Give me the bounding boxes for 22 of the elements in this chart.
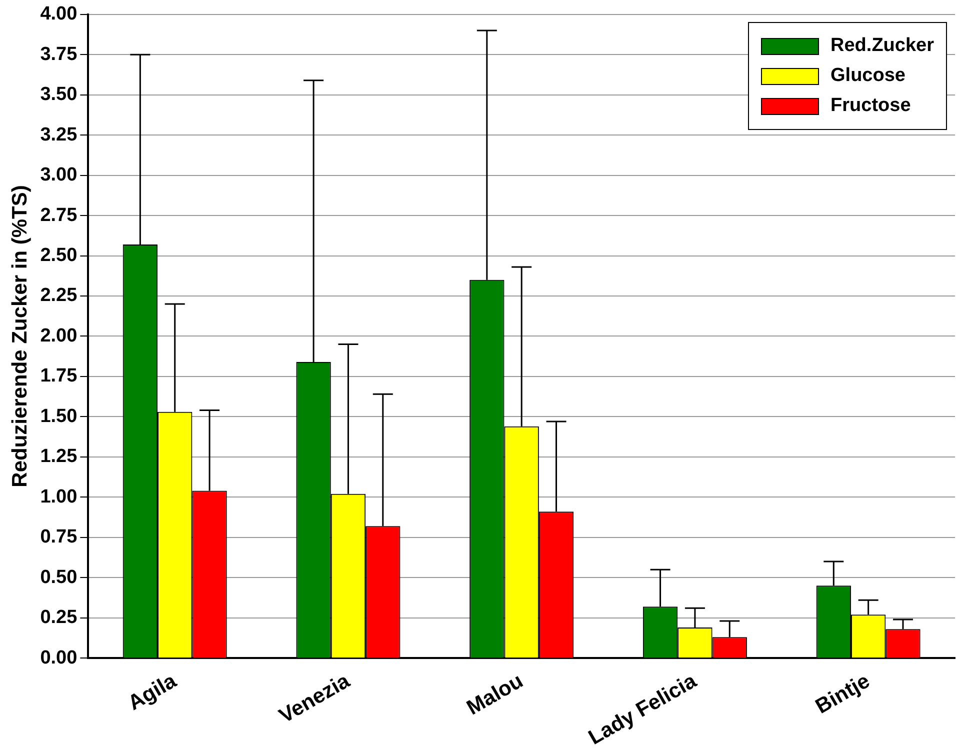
y-tick-label: 2.25 [40,285,78,306]
y-tick-label: 2.75 [40,204,78,226]
y-tick-label: 0.50 [40,566,78,588]
legend-label: Glucose [830,65,906,88]
x-tick-label: Agila [124,669,181,715]
y-tick-label: 1.75 [40,366,78,387]
y-tick-label: 3.25 [40,124,78,146]
y-tick-label: 1.50 [40,406,78,427]
y-tick-label: 2.50 [40,245,78,266]
y-tick-label: 1.00 [40,486,78,508]
legend-label: Red.Zucker [830,35,934,58]
y-tick-label: 0.00 [40,647,78,668]
y-tick-label: 2.00 [40,325,78,346]
y-tick-label: 3.00 [40,164,78,186]
legend-label: Fructose [830,95,911,118]
y-tick-label: 3.50 [40,84,78,106]
y-tick-label: 3.75 [40,44,78,65]
y-tick-label: 1.25 [40,446,78,468]
y-tick-label: 0.25 [40,607,78,628]
y-tick-label: 0.75 [40,526,78,548]
y-tick-label: 4.00 [40,4,78,25]
y-axis-title: Reduzierende Zucker in (%TS) [8,185,32,488]
